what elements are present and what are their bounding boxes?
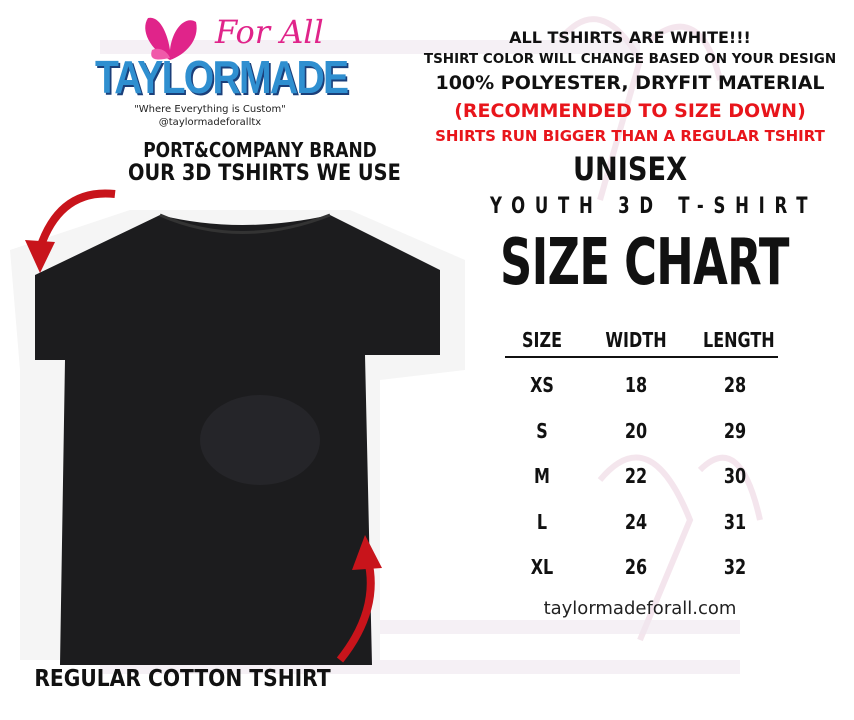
header-size: SIZE	[521, 328, 562, 352]
size-cell: M	[534, 464, 550, 488]
length-cell: 30	[723, 464, 747, 488]
width-cell: 22	[624, 464, 648, 488]
note-white: ALL TSHIRTS ARE WHITE!!!	[509, 28, 751, 47]
chart-subtitle: YOUTH 3D T-SHIRT	[490, 194, 818, 219]
length-cell: 28	[723, 373, 747, 397]
width-cell: 26	[624, 555, 648, 579]
note-size-down: (RECOMMENDED TO SIZE DOWN)	[454, 100, 806, 122]
use-line: OUR 3D TSHIRTS WE USE	[128, 161, 401, 186]
note-color: TSHIRT COLOR WILL CHANGE BASED ON YOUR D…	[423, 51, 837, 67]
website: taylormadeforall.com	[543, 598, 737, 619]
width-cell: 24	[624, 509, 648, 534]
bottom-label: REGULAR COTTON TSHIRT	[34, 666, 331, 692]
length-cell: 32	[723, 555, 747, 579]
width-cell: 18	[624, 373, 648, 397]
size-cell: L	[536, 509, 548, 534]
logo-brand: TAYLORMADE	[95, 51, 349, 103]
note-run-bigger: SHIRTS RUN BIGGER THAN A REGULAR TSHIRT	[435, 127, 825, 145]
size-cell: XS	[530, 373, 554, 397]
arrow-top-icon	[25, 189, 116, 273]
note-material: 100% POLYESTER, DRYFIT MATERIAL	[435, 72, 825, 94]
brand-line: PORT&COMPANY BRAND	[143, 138, 377, 162]
header-divider	[505, 356, 778, 358]
logo: For All TAYLORMADE "Where Everything is …	[95, 10, 349, 135]
logo-handle: @taylormadeforalltx	[158, 117, 262, 128]
logo-tagline: "Where Everything is Custom"	[134, 104, 286, 115]
header-width: WIDTH	[605, 328, 667, 352]
width-cell: 20	[624, 418, 648, 443]
size-cell: S	[536, 418, 548, 443]
size-cell: XL	[530, 555, 554, 579]
arrow-bottom-icon	[336, 535, 382, 663]
length-cell: 29	[723, 418, 747, 443]
chart-title: SIZE CHART	[500, 226, 789, 300]
logo-script: For All	[215, 13, 324, 51]
header-length: LENGTH	[703, 328, 775, 352]
gender-label: UNISEX	[572, 150, 688, 188]
butterfly-icon	[145, 17, 197, 61]
tshirt-image	[10, 210, 465, 665]
length-cell: 31	[723, 509, 747, 534]
